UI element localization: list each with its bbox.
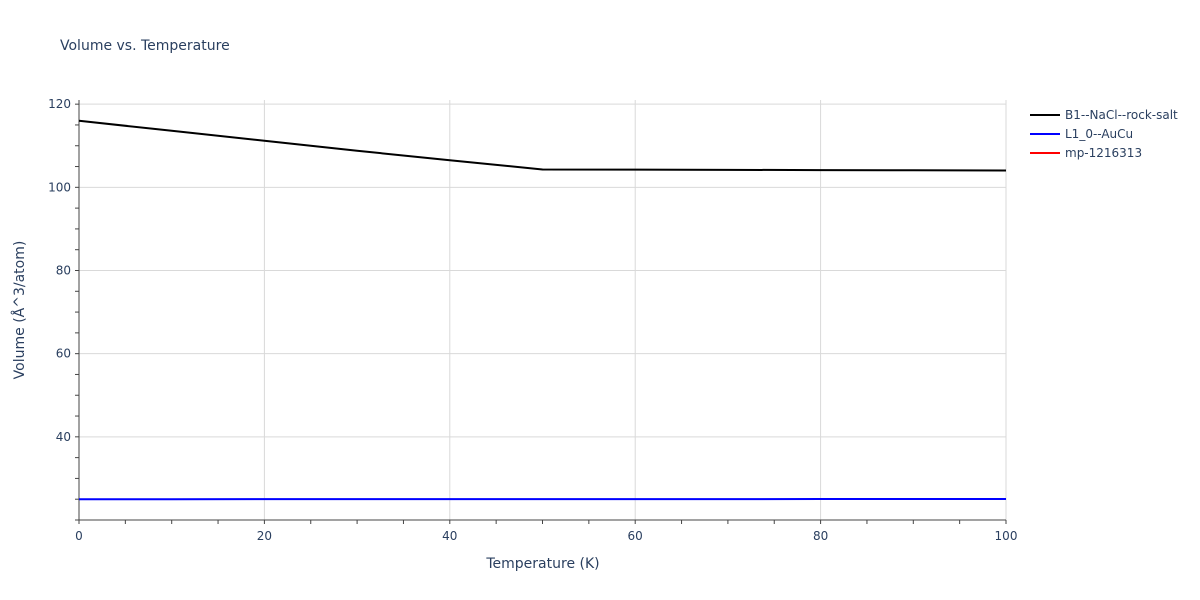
legend-label: L1_0--AuCu bbox=[1065, 127, 1133, 141]
x-tick-label: 40 bbox=[442, 529, 457, 543]
y-tick-label: 80 bbox=[56, 263, 71, 277]
x-tick-label: 100 bbox=[995, 529, 1018, 543]
chart-title: Volume vs. Temperature bbox=[60, 38, 230, 54]
grid bbox=[79, 100, 1007, 520]
y-tick-label: 120 bbox=[48, 97, 71, 111]
x-tick-label: 20 bbox=[257, 529, 272, 543]
legend-label: B1--NaCl--rock-salt bbox=[1065, 108, 1178, 122]
y-tick-label: 40 bbox=[56, 430, 71, 444]
axes: 0 20 40 60 80 100 40 60 80 100 120 bbox=[48, 97, 1017, 543]
series-layer bbox=[78, 119, 1007, 501]
y-axis-title: Volume (Å^3/atom) bbox=[11, 241, 28, 380]
y-tick-label: 100 bbox=[48, 180, 71, 194]
legend-label: mp-1216313 bbox=[1065, 146, 1142, 160]
x-tick-label: 60 bbox=[628, 529, 643, 543]
series-line bbox=[78, 119, 1007, 172]
x-tick-label: 80 bbox=[813, 529, 828, 543]
x-axis-title: Temperature (K) bbox=[485, 556, 599, 572]
legend: B1--NaCl--rock-salt L1_0--AuCu mp-1216313 bbox=[1030, 108, 1178, 160]
y-tick-label: 60 bbox=[56, 347, 71, 361]
x-tick-label: 0 bbox=[75, 529, 83, 543]
